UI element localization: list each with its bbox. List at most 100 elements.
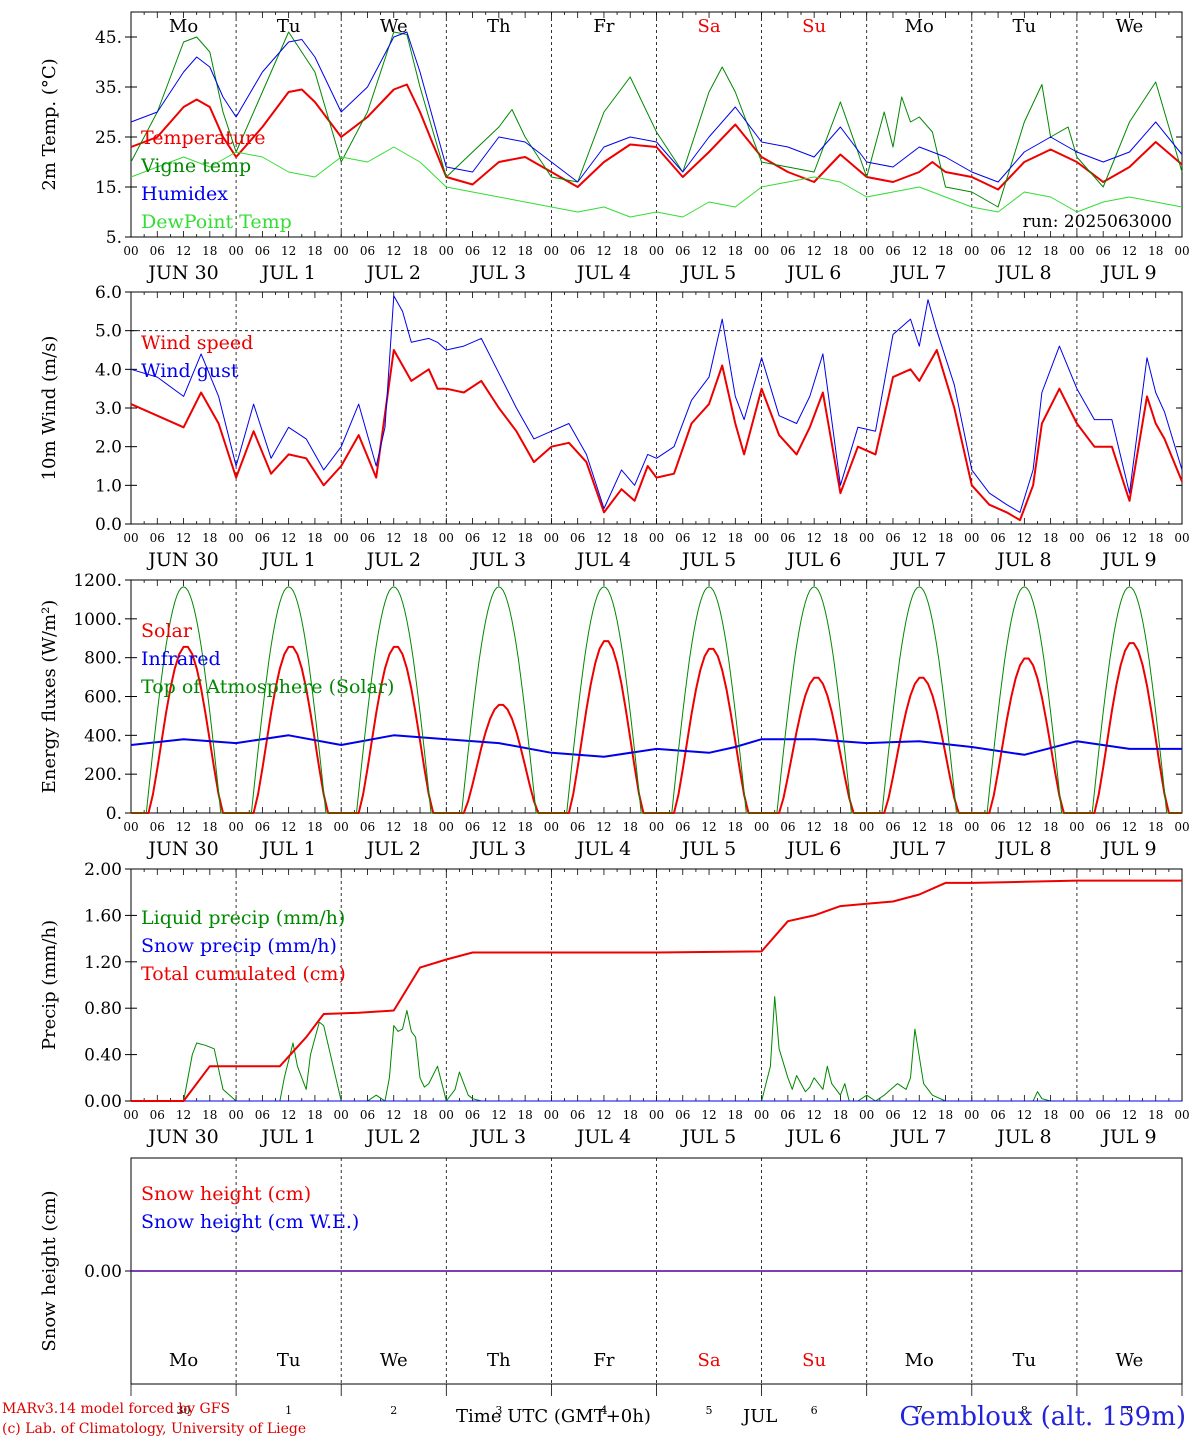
hour-tick-label: 18 bbox=[938, 1108, 953, 1122]
hour-tick-label: 06 bbox=[465, 1108, 480, 1122]
hour-tick-label: 12 bbox=[807, 1108, 822, 1122]
hour-tick-label: 12 bbox=[1122, 820, 1137, 834]
hour-tick-label: 06 bbox=[150, 244, 165, 258]
series-line bbox=[130, 734, 1182, 758]
hour-tick-label: 12 bbox=[701, 531, 716, 545]
y-tick-label: 800. bbox=[84, 649, 122, 669]
hour-tick-label: 00 bbox=[1174, 820, 1189, 834]
hour-tick-label: 00 bbox=[1069, 531, 1084, 545]
panel-1 bbox=[125, 11, 1183, 238]
series-line bbox=[130, 83, 1183, 191]
y-tick-label: 0.80 bbox=[84, 999, 122, 1019]
hour-tick-label: 06 bbox=[570, 531, 585, 545]
hour-tick-label: 06 bbox=[990, 531, 1005, 545]
y-tick-label: 0. bbox=[106, 804, 122, 824]
y-tick-label: 0.0 bbox=[95, 515, 122, 535]
hour-tick-label: 18 bbox=[202, 1108, 217, 1122]
series-line bbox=[130, 349, 1183, 522]
date-label: JUL 2 bbox=[365, 1126, 421, 1148]
weekday-label: Fr bbox=[593, 1350, 614, 1371]
y-tick-label: 3.0 bbox=[95, 399, 122, 419]
hour-tick-label: 06 bbox=[255, 1108, 270, 1122]
hour-tick-label: 00 bbox=[1069, 244, 1084, 258]
hour-tick-label: 06 bbox=[465, 820, 480, 834]
hour-tick-label: 12 bbox=[281, 244, 296, 258]
date-label: JUL 2 bbox=[365, 549, 421, 571]
hour-tick-label: 12 bbox=[281, 531, 296, 545]
hour-tick-label: 12 bbox=[491, 244, 506, 258]
hour-tick-label: 00 bbox=[649, 531, 664, 545]
date-label: JUN 30 bbox=[146, 549, 218, 571]
hour-tick-label: 06 bbox=[885, 531, 900, 545]
hour-tick-label: 12 bbox=[386, 244, 401, 258]
hour-tick-label: 06 bbox=[780, 244, 795, 258]
date-label: JUL 7 bbox=[890, 549, 946, 571]
hour-tick-label: 06 bbox=[675, 1108, 690, 1122]
legend-entry: Solar bbox=[141, 620, 193, 642]
hour-tick-label: 06 bbox=[255, 531, 270, 545]
hour-tick-label: 00 bbox=[544, 1108, 559, 1122]
hour-tick-label: 18 bbox=[517, 1108, 532, 1122]
hour-tick-label: 12 bbox=[176, 820, 191, 834]
hour-tick-label: 18 bbox=[1043, 1108, 1058, 1122]
hour-tick-label: 06 bbox=[255, 244, 270, 258]
date-label: JUL 3 bbox=[470, 1126, 526, 1148]
day-number-label: 30 bbox=[177, 1404, 191, 1417]
date-label: JUL 8 bbox=[995, 1126, 1051, 1148]
hour-tick-label: 12 bbox=[596, 531, 611, 545]
hour-tick-label: 12 bbox=[491, 1108, 506, 1122]
hour-tick-label: 18 bbox=[202, 244, 217, 258]
date-label: JUL 6 bbox=[785, 549, 841, 571]
weekday-label: Tu bbox=[1013, 16, 1037, 37]
date-label: JUN 30 bbox=[146, 838, 218, 860]
hour-tick-label: 06 bbox=[150, 820, 165, 834]
hour-tick-label: 00 bbox=[439, 244, 454, 258]
hour-tick-label: 06 bbox=[1096, 1108, 1111, 1122]
hour-tick-label: 18 bbox=[412, 1108, 427, 1122]
y-tick-label: 200. bbox=[84, 765, 122, 785]
hour-tick-label: 18 bbox=[1148, 531, 1163, 545]
date-label: JUL 6 bbox=[785, 262, 841, 284]
hour-tick-label: 00 bbox=[1174, 1108, 1189, 1122]
date-label: JUL 4 bbox=[575, 262, 631, 284]
legend-entry: Temperature bbox=[141, 127, 265, 149]
legend-entry: Total cumulated (cm) bbox=[141, 963, 346, 985]
hour-tick-label: 18 bbox=[833, 1108, 848, 1122]
legend-entry: Wind speed bbox=[141, 332, 253, 354]
weekday-label: We bbox=[380, 1350, 408, 1371]
hour-tick-label: 06 bbox=[1096, 820, 1111, 834]
hour-tick-label: 00 bbox=[859, 244, 874, 258]
hour-tick-label: 12 bbox=[1017, 1108, 1032, 1122]
y-tick-label: 0.00 bbox=[84, 1262, 122, 1282]
legend-entry: Infrared bbox=[141, 648, 221, 670]
hour-tick-label: 18 bbox=[202, 820, 217, 834]
hour-tick-label: 00 bbox=[334, 820, 349, 834]
y-axis-label: 10m Wind (m/s) bbox=[39, 336, 60, 481]
legend-entry: Liquid precip (mm/h) bbox=[141, 907, 345, 929]
date-label: JUL 4 bbox=[575, 1126, 631, 1148]
hour-tick-label: 18 bbox=[1148, 244, 1163, 258]
hour-tick-label: 00 bbox=[123, 531, 138, 545]
hour-tick-label: 06 bbox=[360, 244, 375, 258]
weekday-label: Tu bbox=[1013, 1350, 1037, 1371]
hour-tick-label: 18 bbox=[1043, 531, 1058, 545]
y-tick-label: 400. bbox=[84, 726, 122, 746]
legend-entry: Snow precip (mm/h) bbox=[141, 935, 337, 957]
hour-tick-label: 18 bbox=[412, 244, 427, 258]
hour-tick-label: 06 bbox=[1096, 244, 1111, 258]
series-line bbox=[130, 31, 1183, 183]
hour-tick-label: 18 bbox=[728, 244, 743, 258]
legend-entry: Snow height (cm) bbox=[141, 1183, 311, 1205]
hour-tick-label: 12 bbox=[176, 531, 191, 545]
plot-frame bbox=[130, 11, 1183, 238]
date-label: JUL 3 bbox=[470, 262, 526, 284]
hour-tick-label: 18 bbox=[517, 244, 532, 258]
hour-tick-label: 00 bbox=[334, 531, 349, 545]
y-tick-label: 600. bbox=[84, 688, 122, 708]
legend-entry: Top of Atmosphere (Solar) bbox=[141, 676, 394, 698]
hour-tick-label: 18 bbox=[307, 531, 322, 545]
y-tick-label: 4.0 bbox=[95, 360, 122, 380]
date-label: JUL 1 bbox=[259, 549, 315, 571]
hour-tick-label: 06 bbox=[465, 244, 480, 258]
